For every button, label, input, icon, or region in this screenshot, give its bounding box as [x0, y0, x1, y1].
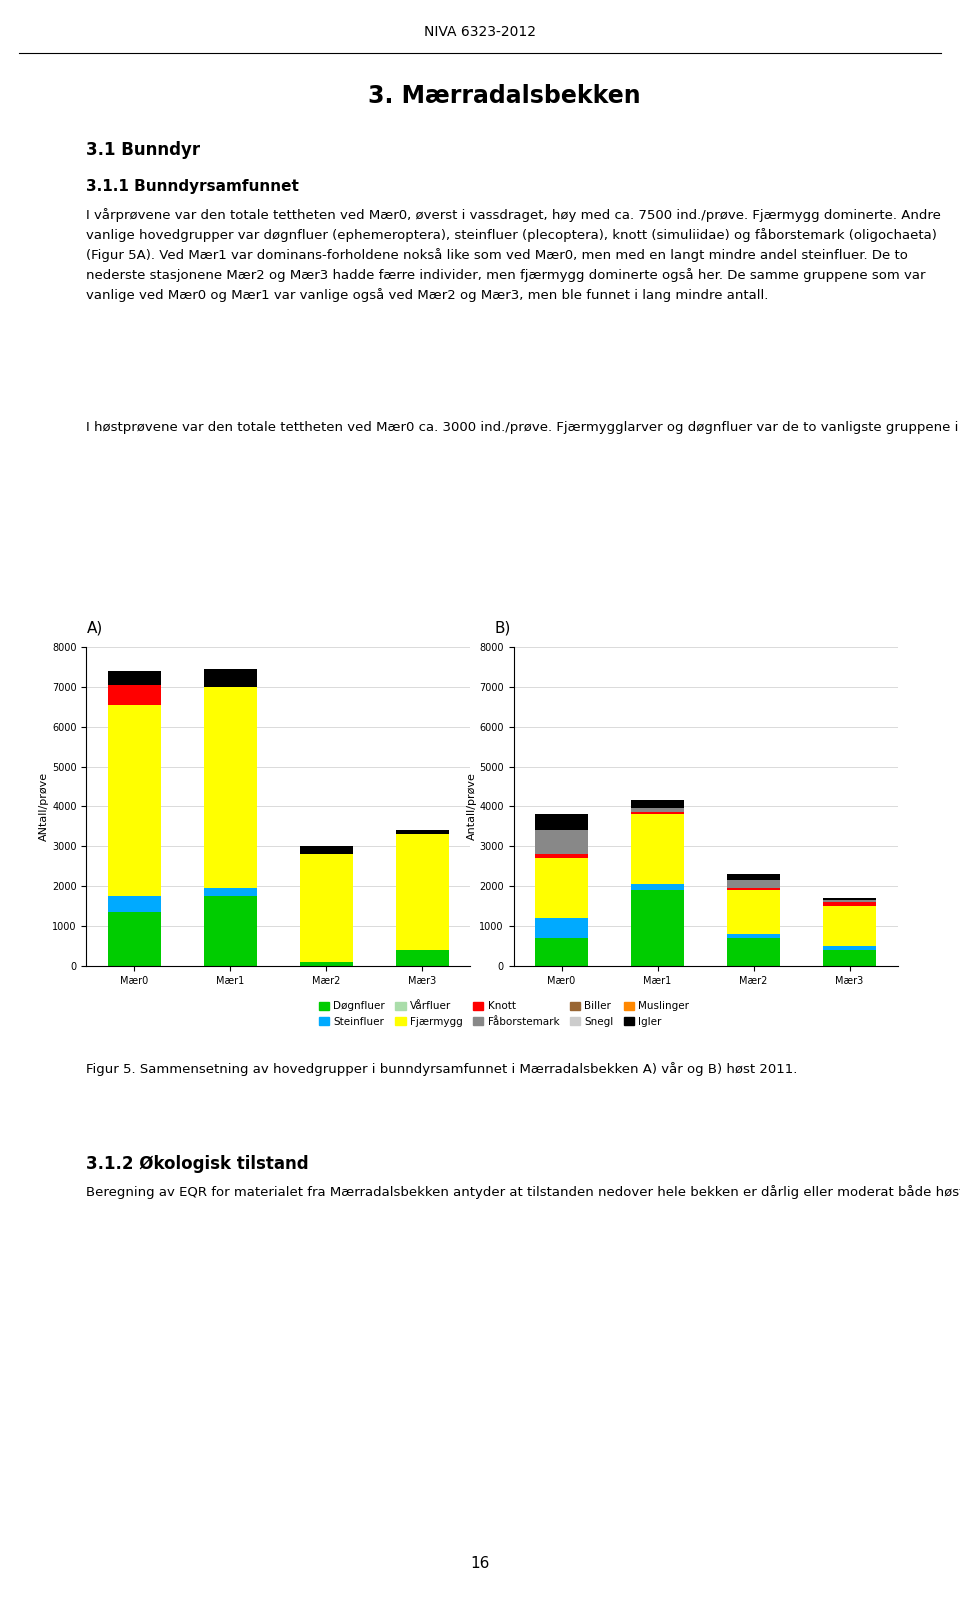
Text: 16: 16	[470, 1555, 490, 1571]
Bar	[728, 934, 780, 937]
Bar	[536, 814, 588, 830]
Y-axis label: ANtall/prøve: ANtall/prøve	[39, 771, 49, 842]
Bar	[300, 846, 353, 854]
Text: 3.1.2 Økologisk tilstand: 3.1.2 Økologisk tilstand	[86, 1155, 309, 1174]
Legend: Døgnfluer, Steinfluer, Vårfluer, Fjærmygg, Knott, Fåborstemark, Biller, Snegl, M: Døgnfluer, Steinfluer, Vårfluer, Fjærmyg…	[314, 997, 694, 1032]
Text: I høstprøvene var den totale tettheten ved Mær0 ca. 3000 ind./prøve. Fjærmygglar: I høstprøvene var den totale tettheten v…	[86, 420, 960, 434]
Bar	[632, 808, 684, 813]
Bar	[728, 891, 780, 934]
Bar	[396, 830, 449, 834]
Y-axis label: Antall/prøve: Antall/prøve	[467, 773, 476, 840]
Bar	[204, 669, 256, 687]
Bar	[108, 671, 160, 685]
Bar	[824, 898, 876, 901]
Bar	[632, 800, 684, 808]
Bar	[108, 912, 160, 966]
Bar	[824, 902, 876, 907]
Bar	[728, 880, 780, 888]
Text: B): B)	[494, 620, 511, 636]
Text: 3.1 Bunndyr: 3.1 Bunndyr	[86, 141, 201, 160]
Bar	[108, 685, 160, 704]
Bar	[536, 854, 588, 859]
Bar	[396, 834, 449, 950]
Text: A): A)	[86, 620, 103, 636]
Text: 3.1.1 Bunndyrsamfunnet: 3.1.1 Bunndyrsamfunnet	[86, 179, 300, 195]
Bar	[204, 888, 256, 896]
Bar	[824, 901, 876, 902]
Bar	[108, 704, 160, 896]
Bar	[824, 945, 876, 950]
Bar	[728, 875, 780, 880]
Text: NIVA 6323-2012: NIVA 6323-2012	[424, 26, 536, 40]
Bar	[632, 891, 684, 966]
Text: I vårprøvene var den totale tettheten ved Mær0, øverst i vassdraget, høy med ca.: I vårprøvene var den totale tettheten ve…	[86, 208, 941, 302]
Bar	[632, 814, 684, 885]
Text: 3. Mærradalsbekken: 3. Mærradalsbekken	[368, 83, 640, 109]
Bar	[396, 950, 449, 966]
Bar	[728, 937, 780, 966]
Bar	[204, 896, 256, 966]
Bar	[536, 918, 588, 937]
Bar	[300, 854, 353, 961]
Bar	[204, 687, 256, 888]
Bar	[536, 830, 588, 854]
Bar	[632, 885, 684, 891]
Text: Beregning av EQR for materialet fra Mærradalsbekken antyder at tilstanden nedove: Beregning av EQR for materialet fra Mærr…	[86, 1185, 960, 1199]
Bar	[536, 859, 588, 918]
Bar	[824, 907, 876, 945]
Bar	[728, 888, 780, 891]
Text: Figur 5. Sammensetning av hovedgrupper i bunndyrsamfunnet i Mærradalsbekken A) v: Figur 5. Sammensetning av hovedgrupper i…	[86, 1062, 798, 1076]
Bar	[536, 937, 588, 966]
Bar	[824, 950, 876, 966]
Bar	[300, 961, 353, 966]
Bar	[108, 896, 160, 912]
Bar	[632, 813, 684, 814]
